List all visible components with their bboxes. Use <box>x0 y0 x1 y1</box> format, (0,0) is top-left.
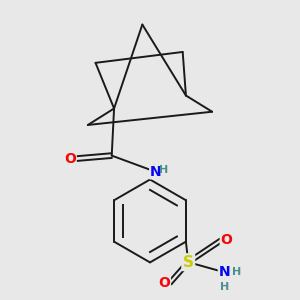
Text: H: H <box>232 267 242 277</box>
Text: N: N <box>150 165 161 179</box>
Text: H: H <box>220 283 229 292</box>
Text: S: S <box>183 255 194 270</box>
Text: H: H <box>159 165 169 175</box>
Text: O: O <box>220 233 232 248</box>
Text: O: O <box>64 152 76 166</box>
Text: N: N <box>218 265 230 279</box>
Text: O: O <box>158 276 170 290</box>
